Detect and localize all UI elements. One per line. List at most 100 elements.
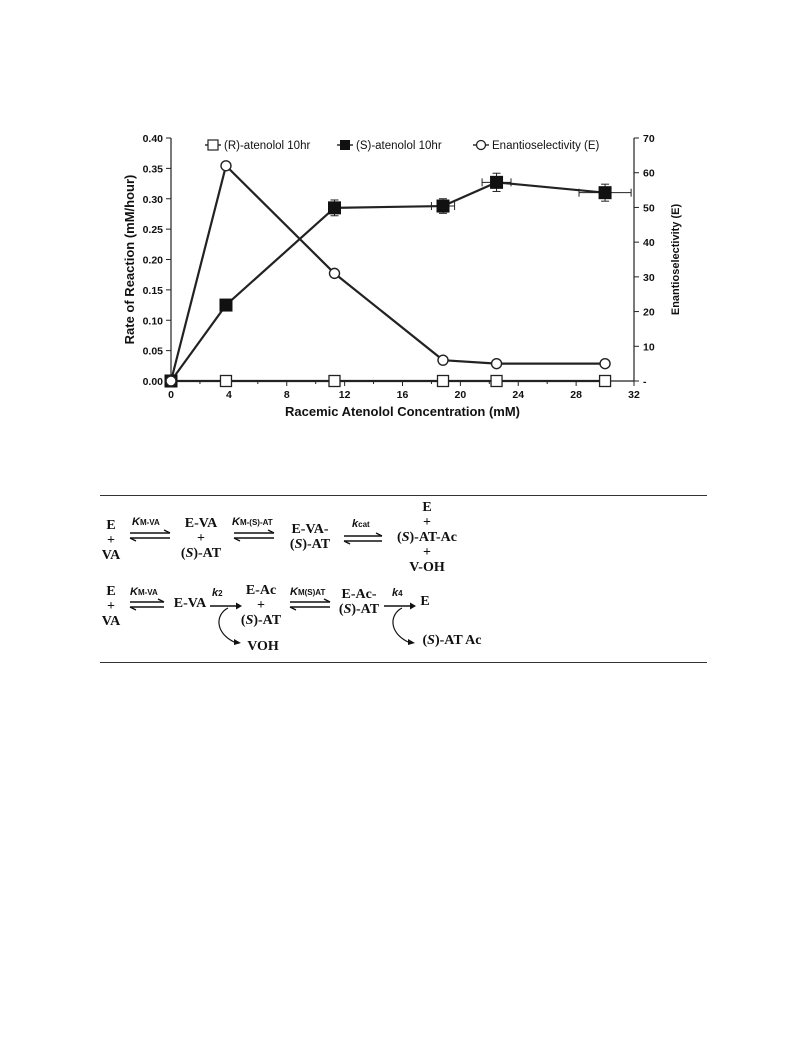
row1-products: E + (S)-AT-Ac + V-OH: [390, 500, 464, 575]
row1-k2-label: KM-(S)-AT: [232, 516, 273, 528]
x-tick-label: 24: [512, 389, 524, 401]
data-point-filled-square: [490, 175, 504, 189]
chart-svg: 0 4 8 12 16 20 24 28 32 0.00 0.05 0.10 0.15 0.20 0.25 0…: [122, 133, 682, 419]
x-tick-label: 32: [628, 389, 640, 401]
row2-e-va-complex: E-VA: [173, 596, 207, 611]
row2-plus-2: +: [257, 598, 265, 613]
y-tick-label: 0.05: [143, 346, 164, 358]
data-point-open-square: [490, 374, 503, 388]
data-point-filled-square: [436, 199, 450, 213]
y2-tick-label: 70: [643, 133, 655, 145]
row1-complex1: E-VA + (S)-AT: [178, 516, 224, 561]
row2-complex3: E-Ac- (S)-AT: [338, 587, 380, 617]
x-tick-label: 12: [339, 389, 351, 401]
legend-label: (R)-atenolol 10hr: [224, 140, 310, 152]
x-axis-title: Racemic Atenolol Concentration (mM): [285, 404, 520, 419]
x-tick-label: 16: [397, 389, 409, 401]
row2-k3-label: KM(S)AT: [290, 586, 326, 598]
series-line-2: [169, 163, 606, 382]
y2-tick-label: 10: [643, 341, 655, 353]
row2-k2-label: k2: [212, 587, 223, 599]
y2-tick-label: 60: [643, 168, 655, 180]
row1-s-at-label: (S)-AT: [180, 546, 222, 561]
row2-plus: +: [107, 599, 115, 614]
data-point-open-circle: [437, 354, 449, 366]
y-tick-label: 0.15: [143, 285, 164, 297]
row1-e-va: E + VA: [100, 518, 122, 563]
legend-swatch-marker: [475, 139, 487, 151]
y-axis-title: Rate of Reaction (mM/hour): [122, 175, 137, 345]
row2-s-at: (S)-AT: [240, 613, 282, 628]
x-tick-label: 4: [226, 389, 232, 401]
y2-tick-label: 30: [643, 272, 655, 284]
row1-complex2: E-VA- (S)-AT: [286, 522, 334, 552]
row1-prod-plus1: +: [423, 515, 431, 530]
y2-tick-label: 50: [643, 202, 655, 214]
series-line-1: [170, 181, 606, 382]
y-tick-label: 0.35: [143, 163, 164, 175]
row2-k1-label: KM-VA: [130, 586, 158, 598]
row2-va: VA: [101, 614, 121, 629]
data-point-open-circle: [220, 160, 232, 172]
data-point-open-circle: [490, 357, 503, 370]
row1-e-va-label: E-VA: [184, 516, 218, 531]
legend-label: Enantioselectivity (E): [492, 140, 600, 152]
row1-e-va-dash: E-VA-: [291, 522, 329, 537]
row2-e-ac: E-Ac: [245, 583, 277, 598]
row1-s-at-2: (S)-AT: [289, 537, 331, 552]
data-point-filled-square: [219, 298, 233, 312]
kinetic-scheme: E + VA KM-VA E-VA + (S)-AT KM-(S)-AT E-V…: [100, 495, 707, 663]
data-point-filled-square: [598, 186, 612, 200]
row1-prod-plus2: +: [423, 545, 431, 560]
row2-forward-arrow-k4: [384, 602, 416, 645]
data-point-open-circle: [165, 375, 177, 387]
data-point-open-circle: [328, 267, 341, 280]
row1-plus: +: [107, 533, 115, 548]
y-tick-label: 0.25: [143, 224, 164, 236]
data-point-open-square: [598, 374, 612, 388]
y-tick-label: 0.30: [143, 194, 164, 206]
y2-axis-title: Enantioselectivity (E): [670, 204, 682, 316]
x-tick-label: 20: [455, 389, 467, 401]
x-tick-label: 28: [570, 389, 582, 401]
data-point-open-square: [219, 374, 233, 388]
row2-e: E: [106, 584, 116, 599]
data-point-open-circle: [599, 357, 611, 370]
y-tick-label: 0.20: [143, 255, 164, 267]
data-point-open-square: [328, 374, 341, 388]
row1-plus-2: +: [197, 531, 205, 546]
row1-equilibrium-arrow-1: [129, 529, 171, 542]
row2-k4-label: k4: [392, 587, 403, 599]
chart-figure: 0 4 8 12 16 20 24 28 32 0.00 0.05 0.10 0.15 0.20 0.25 0…: [0, 0, 793, 430]
row1-prod-e: E: [422, 500, 432, 515]
row1-equilibrium-arrow-3: [343, 532, 383, 545]
legend-swatch-marker: [340, 140, 350, 150]
row2-complex2: E-Ac + (S)-AT: [240, 583, 282, 628]
y2-tick-label: 40: [643, 237, 655, 249]
x-tick-label: 8: [284, 389, 290, 401]
row1-k1-label: KM-VA: [132, 516, 160, 528]
row2-s-at-3: (S)-AT: [338, 602, 380, 617]
row2-voh: VOH: [247, 639, 279, 654]
y-tick-label: 0.10: [143, 315, 164, 327]
row2-equilibrium-arrow-3: [289, 598, 331, 611]
y2-tick-label: -: [643, 376, 647, 388]
data-point-filled-square: [327, 201, 341, 215]
row1-equilibrium-arrow-2: [233, 529, 275, 542]
row2-equilibrium-arrow-1: [129, 598, 165, 611]
legend-label: (S)-atenolol 10hr: [356, 140, 442, 152]
row2-s-at-ac: (S)-AT Ac: [422, 633, 482, 648]
legend-swatch-marker: [207, 139, 219, 151]
row1-kcat-label: kcat: [352, 518, 370, 530]
row2-e-ac-dash: E-Ac-: [341, 587, 377, 602]
row1-e: E: [106, 518, 116, 533]
row1-prod-sat-ac: (S)-AT-Ac: [397, 530, 457, 545]
data-point-open-square: [436, 374, 450, 388]
y2-tick-label: 20: [643, 307, 655, 319]
x-tick-label: 0: [168, 389, 174, 401]
row2-product-e: E: [420, 594, 430, 609]
row1-va: VA: [101, 548, 121, 563]
row1-prod-voh: V-OH: [409, 560, 445, 575]
row2-forward-arrow-k2: [210, 602, 242, 645]
row2-e-va: E + VA: [100, 584, 122, 629]
